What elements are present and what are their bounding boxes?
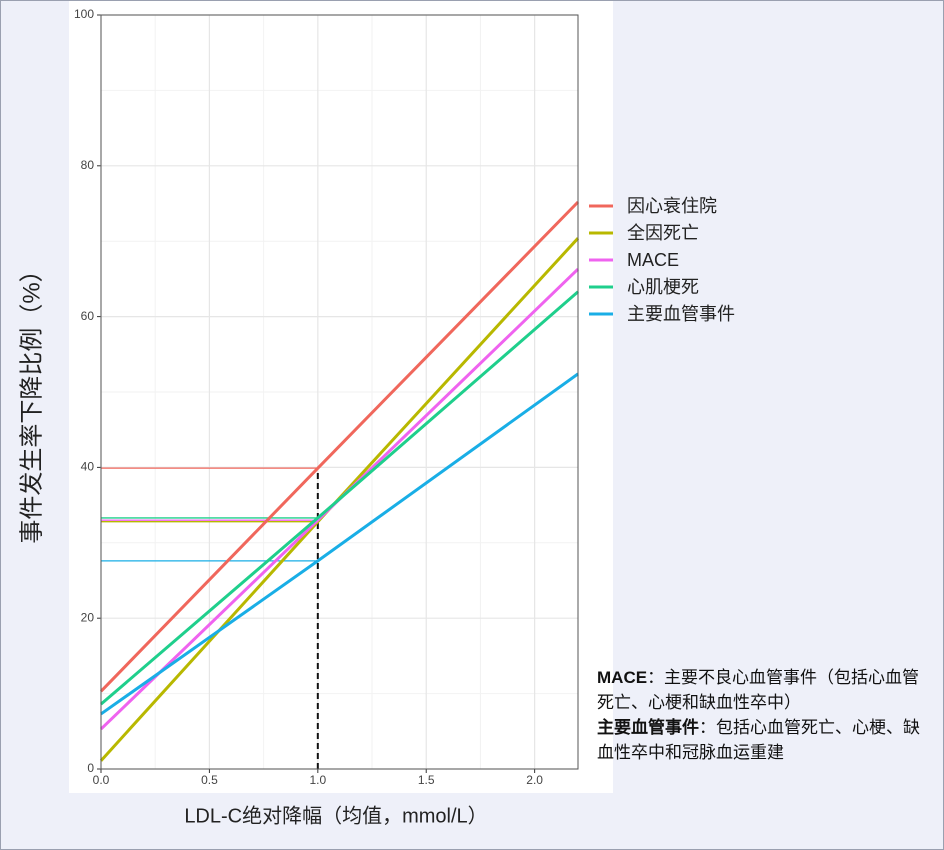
x-tick-label: 0.0 [93, 773, 110, 787]
y-tick-label: 60 [81, 309, 95, 323]
series-line [100, 290, 579, 706]
note-term: 主要血管事件 [597, 718, 699, 737]
y-tick-label: 0 [87, 761, 94, 775]
note: 主要血管事件：包括心血管死亡、心梗、缺血性卒中和冠脉血运重建 [597, 718, 920, 762]
legend-label: MACE [627, 250, 679, 270]
note-row: MACE：主要不良心血管事件（包括心血管死亡、心梗和缺血性卒中） [597, 665, 933, 715]
legend-label: 因心衰住院 [627, 196, 717, 216]
note-text: ：包括心血管死亡、心梗、缺血性卒中和冠脉血运重建 [597, 718, 920, 762]
note-term: MACE [597, 668, 648, 687]
y-tick-label: 80 [81, 158, 95, 172]
x-tick-label: 1.5 [418, 773, 435, 787]
x-tick-label: 1.0 [309, 773, 326, 787]
series-line [99, 200, 580, 693]
legend-label: 全因死亡 [627, 223, 699, 243]
legend-label: 主要血管事件 [627, 304, 735, 324]
legend-label: 心肌梗死 [627, 277, 699, 297]
series-line [99, 268, 580, 731]
y-axis-title: 事件发生率下降比例（%） [18, 258, 45, 543]
y-tick-label: 40 [81, 460, 95, 474]
y-tick-label: 100 [74, 7, 94, 21]
x-tick-label: 0.5 [201, 773, 218, 787]
series-line [100, 372, 579, 716]
note-text: ：主要不良心血管事件（包括心血管死亡、心梗和缺血性卒中） [597, 668, 920, 712]
plot-background [69, 1, 613, 793]
notes: MACE：主要不良心血管事件（包括心血管死亡、心梗和缺血性卒中） 主要血管事件：包… [597, 665, 933, 765]
note: MACE：主要不良心血管事件（包括心血管死亡、心梗和缺血性卒中） [597, 668, 919, 712]
x-tick-label: 2.0 [526, 773, 543, 787]
plot-frame [100, 14, 579, 770]
note-row: 主要血管事件：包括心血管死亡、心梗、缺血性卒中和冠脉血运重建 [597, 715, 933, 765]
y-tick-label: 20 [81, 610, 95, 624]
x-axis-title: LDL-C绝对降幅（均值，mmol/L） [184, 804, 487, 827]
